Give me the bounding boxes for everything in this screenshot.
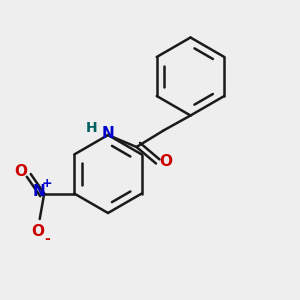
Text: H: H	[86, 121, 97, 134]
Text: O: O	[159, 154, 172, 169]
Text: -: -	[44, 232, 50, 245]
Text: +: +	[41, 177, 52, 190]
Text: O: O	[32, 224, 45, 238]
Text: N: N	[102, 126, 114, 141]
Text: O: O	[15, 164, 28, 178]
Text: N: N	[32, 184, 45, 200]
